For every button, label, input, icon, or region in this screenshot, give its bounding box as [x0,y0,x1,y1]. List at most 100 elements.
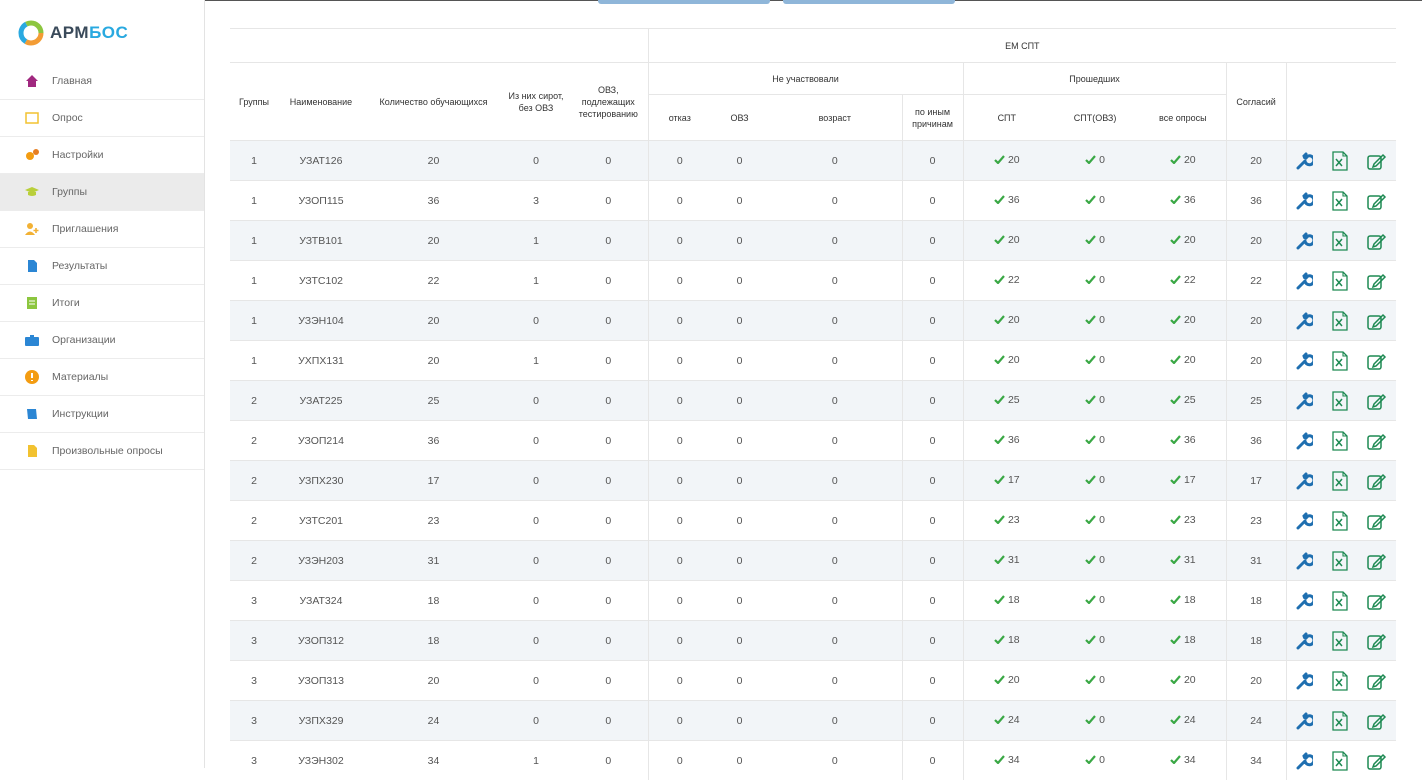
edit-button[interactable] [1367,352,1387,370]
settings-button[interactable] [1295,632,1313,650]
check-icon [1170,435,1181,444]
table-cell: 0 [1050,181,1140,221]
menu-item[interactable]: Опрос [0,100,204,137]
settings-button[interactable] [1295,392,1313,410]
checked-value: 20 [994,314,1020,326]
excel-button[interactable] [1331,711,1349,731]
edit-button[interactable] [1367,392,1387,410]
table-cell: 3 [503,181,569,221]
check-icon [1170,195,1181,204]
settings-button[interactable] [1295,352,1313,370]
settings-button[interactable] [1295,672,1313,690]
settings-button[interactable] [1295,152,1313,170]
settings-button[interactable] [1295,552,1313,570]
edit-button[interactable] [1367,152,1387,170]
excel-button[interactable] [1331,471,1349,491]
menu-item[interactable]: Настройки [0,137,204,174]
excel-button[interactable] [1331,431,1349,451]
check-icon [1085,355,1096,364]
menu-label: Организации [52,334,116,346]
menu-item[interactable]: Результаты [0,248,204,285]
excel-button[interactable] [1331,311,1349,331]
menu-label: Настройки [52,149,104,161]
settings-button[interactable] [1295,712,1313,730]
edit-button[interactable] [1367,232,1387,250]
settings-button[interactable] [1295,232,1313,250]
table-cell: 1 [230,221,278,261]
edit-button[interactable] [1367,552,1387,570]
edit-button[interactable] [1367,272,1387,290]
menu-item[interactable]: Приглашения [0,211,204,248]
excel-button[interactable] [1331,351,1349,371]
check-icon [1085,195,1096,204]
table-cell: 20 [963,661,1050,701]
check-icon [1085,675,1096,684]
table-cell: 0 [902,341,963,381]
check-icon [1170,555,1181,564]
cell-text: 0 [1099,194,1105,206]
settings-button[interactable] [1295,472,1313,490]
menu-label: Группы [52,186,87,198]
edit-button[interactable] [1367,752,1387,770]
table-cell: 24 [1140,701,1226,741]
menu-item[interactable]: Итоги [0,285,204,322]
check-icon [994,715,1005,724]
menu-item[interactable]: Главная [0,63,204,100]
settings-button[interactable] [1295,192,1313,210]
menu-item[interactable]: Группы [0,174,204,211]
menu-item[interactable]: Произвольные опросы [0,433,204,470]
excel-button[interactable] [1331,551,1349,571]
edit-button[interactable] [1367,632,1387,650]
edit-button[interactable] [1367,312,1387,330]
table-cell: 0 [768,261,902,301]
check-icon [1085,755,1096,764]
settings-button[interactable] [1295,312,1313,330]
edit-button[interactable] [1367,512,1387,530]
table-cell: 25 [1226,381,1286,421]
table-cell: 0 [768,461,902,501]
menu-label: Произвольные опросы [52,445,163,457]
check-icon [1170,235,1181,244]
menu-item[interactable]: Инструкции [0,396,204,433]
edit-button[interactable] [1367,432,1387,450]
excel-button[interactable] [1331,391,1349,411]
check-icon [994,235,1005,244]
excel-button[interactable] [1331,671,1349,691]
excel-button[interactable] [1331,191,1349,211]
edit-button[interactable] [1367,192,1387,210]
cell-text: 18 [1184,594,1196,606]
table-cell: 34 [1226,741,1286,780]
settings-button[interactable] [1295,512,1313,530]
cell-text: 20 [1008,314,1020,326]
table-cell: 0 [648,181,711,221]
table-cell: 0 [711,341,768,381]
edit-button[interactable] [1367,592,1387,610]
table-cell: 0 [1050,541,1140,581]
settings-button[interactable] [1295,592,1313,610]
cell-text: 18 [1008,594,1020,606]
excel-button[interactable] [1331,511,1349,531]
top-button[interactable] [783,0,955,4]
top-button[interactable] [598,0,770,4]
settings-button[interactable] [1295,752,1313,770]
cell-text: 0 [1099,474,1105,486]
menu-item[interactable]: Организации [0,322,204,359]
excel-button[interactable] [1331,151,1349,171]
excel-button[interactable] [1331,271,1349,291]
table-cell: 0 [768,741,902,780]
menu-item[interactable]: Материалы [0,359,204,396]
excel-button[interactable] [1331,591,1349,611]
table-cell: 1 [503,221,569,261]
excel-button[interactable] [1331,631,1349,651]
edit-button[interactable] [1367,472,1387,490]
edit-button[interactable] [1367,712,1387,730]
check-icon [1170,315,1181,324]
settings-button[interactable] [1295,432,1313,450]
settings-button[interactable] [1295,272,1313,290]
cell-text: 20 [1184,354,1196,366]
edit-button[interactable] [1367,672,1387,690]
excel-button[interactable] [1331,231,1349,251]
